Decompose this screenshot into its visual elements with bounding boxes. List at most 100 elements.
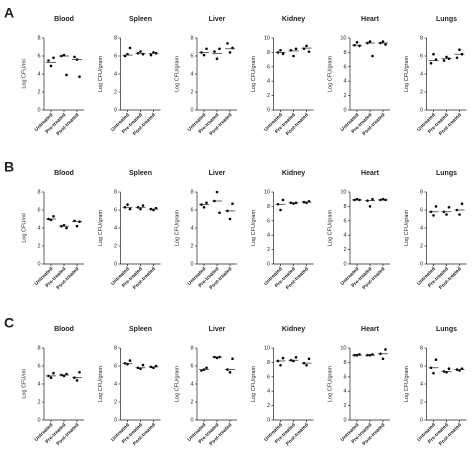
data-point xyxy=(65,73,68,77)
y-tick-label: 8 xyxy=(420,189,423,195)
y-tick-label: 4 xyxy=(420,71,423,77)
data-point xyxy=(384,43,387,46)
y-tick-label: 6 xyxy=(190,53,193,59)
data-point xyxy=(49,376,53,380)
y-tick-label: 4 xyxy=(114,71,117,77)
data-point xyxy=(445,213,448,216)
data-point xyxy=(458,213,461,216)
data-point xyxy=(128,46,132,50)
y-tick-label: 8 xyxy=(190,345,193,351)
panel-title: Heart xyxy=(361,170,380,177)
y-tick-label: 6 xyxy=(37,363,40,369)
y-tick-label: 4 xyxy=(190,381,193,387)
data-point xyxy=(141,204,145,207)
panel-title: Heart xyxy=(361,326,380,333)
y-tick-label: 2 xyxy=(114,399,117,405)
y-tick-label: 6 xyxy=(343,218,346,224)
y-tick-label: 2 xyxy=(420,243,423,249)
data-point xyxy=(218,211,221,214)
data-point xyxy=(368,40,372,43)
data-point xyxy=(305,44,308,48)
data-point xyxy=(292,54,295,58)
data-point xyxy=(460,202,464,205)
y-tick-label: 0 xyxy=(190,107,193,113)
y-tick-label: 0 xyxy=(343,417,346,423)
data-point xyxy=(228,217,232,221)
data-point xyxy=(381,357,385,361)
panel-title: Heart xyxy=(361,16,380,23)
data-point xyxy=(202,53,206,57)
y-tick-label: 0 xyxy=(420,417,423,423)
y-tick-label: 8 xyxy=(190,189,193,195)
y-tick-label: 6 xyxy=(343,374,346,380)
y-axis-label: Log CFU/gram xyxy=(174,366,180,402)
data-point xyxy=(432,52,435,56)
y-axis-label: Log CFU/gram xyxy=(251,56,257,92)
data-point xyxy=(139,207,142,211)
data-point xyxy=(294,356,298,359)
panel-title: Spleen xyxy=(129,170,152,177)
y-tick-label: 6 xyxy=(267,374,270,380)
y-tick-label: 6 xyxy=(37,207,40,213)
data-point xyxy=(281,356,285,360)
y-tick-label: 8 xyxy=(37,345,40,351)
y-tick-label: 6 xyxy=(420,363,423,369)
data-point xyxy=(281,52,285,56)
y-tick-label: 6 xyxy=(190,207,193,213)
panel-title: Lungs xyxy=(436,326,457,333)
panel-title: Blood xyxy=(54,326,74,333)
y-tick-label: 0 xyxy=(114,107,117,113)
data-point xyxy=(52,56,55,60)
y-tick-label: 8 xyxy=(114,189,117,195)
y-tick-label: 8 xyxy=(190,35,193,41)
data-point xyxy=(78,371,81,374)
data-point xyxy=(139,50,142,53)
data-point xyxy=(442,59,446,62)
y-tick-label: 0 xyxy=(420,107,423,113)
data-point xyxy=(126,203,129,206)
panel-title: Kidney xyxy=(282,16,305,23)
y-tick-label: 4 xyxy=(37,381,40,387)
y-tick-label: 2 xyxy=(420,89,423,95)
data-point xyxy=(202,206,206,209)
y-tick-label: 2 xyxy=(37,89,40,95)
panel-title: Blood xyxy=(54,170,74,177)
y-tick-label: 6 xyxy=(37,53,40,59)
panel-title: Blood xyxy=(54,16,74,23)
y-axis-label: Log CFU/gram xyxy=(327,366,333,402)
data-point xyxy=(445,55,448,59)
panel-title: Liver xyxy=(209,326,226,333)
y-tick-label: 2 xyxy=(37,399,40,405)
data-point xyxy=(205,47,208,51)
data-point xyxy=(307,50,311,53)
y-tick-label: 10 xyxy=(264,189,270,195)
data-point xyxy=(205,366,208,370)
y-tick-label: 8 xyxy=(420,345,423,351)
y-tick-label: 2 xyxy=(190,89,193,95)
y-tick-label: 6 xyxy=(420,53,423,59)
y-tick-label: 0 xyxy=(37,261,40,267)
data-point xyxy=(228,371,232,374)
data-point xyxy=(218,47,221,51)
panel-letter: B xyxy=(4,159,14,175)
y-tick-label: 4 xyxy=(343,389,346,395)
y-tick-label: 8 xyxy=(37,189,40,195)
y-tick-label: 4 xyxy=(114,225,117,231)
data-point xyxy=(447,367,451,371)
data-point xyxy=(455,56,459,60)
y-axis-label: Log CFU/gram xyxy=(251,210,257,246)
panel-title: Lungs xyxy=(436,16,457,23)
y-tick-label: 0 xyxy=(190,417,193,423)
y-tick-label: 0 xyxy=(343,107,346,113)
data-point xyxy=(128,359,132,362)
y-tick-label: 4 xyxy=(37,71,40,77)
y-axis-label: Log CFU/gram xyxy=(404,210,410,246)
y-tick-label: 2 xyxy=(114,243,117,249)
y-tick-label: 0 xyxy=(37,417,40,423)
data-point xyxy=(279,363,282,367)
y-tick-label: 4 xyxy=(267,79,270,85)
y-tick-label: 4 xyxy=(37,225,40,231)
y-axis-label: Log CFU/ml xyxy=(21,369,27,398)
data-point xyxy=(305,363,308,367)
y-tick-label: 4 xyxy=(420,225,423,231)
